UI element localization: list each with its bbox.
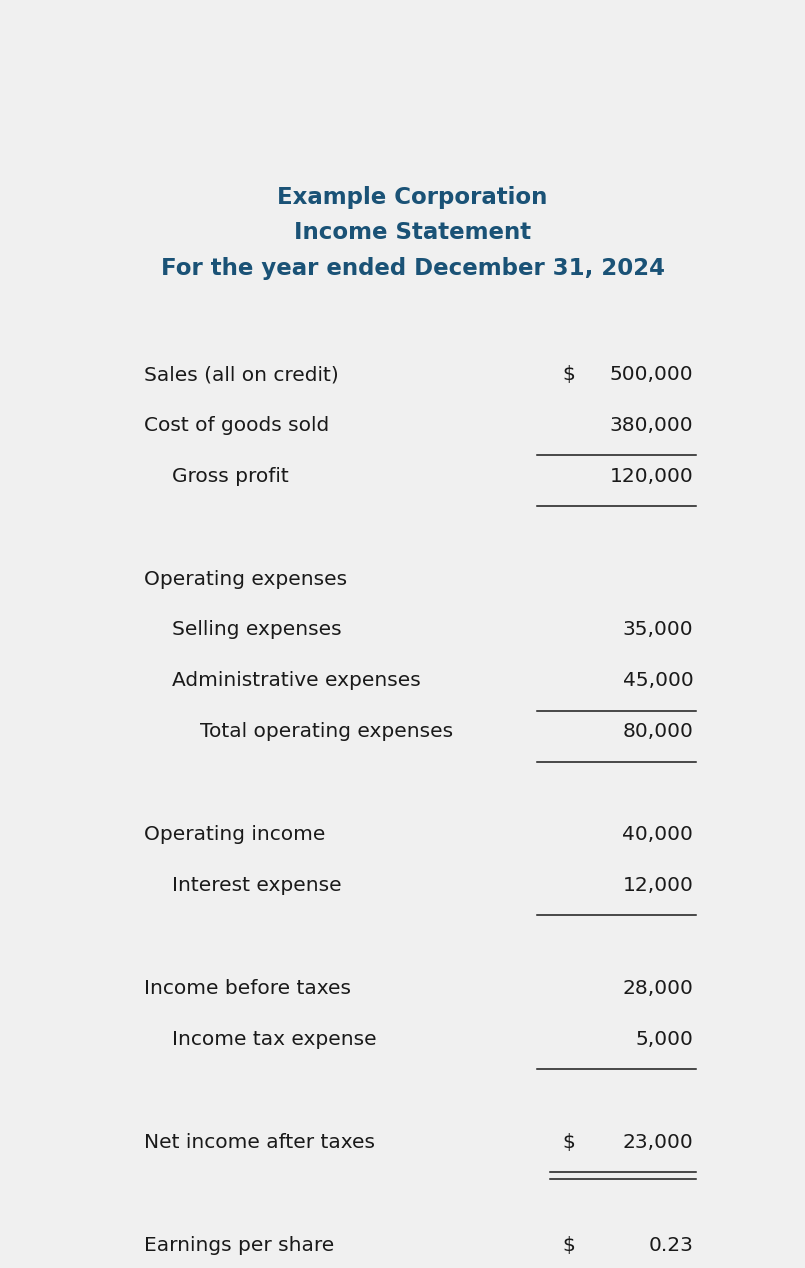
Text: 28,000: 28,000 [622, 979, 693, 998]
Text: Income tax expense: Income tax expense [172, 1030, 377, 1049]
Text: $: $ [563, 1236, 575, 1255]
Text: Operating income: Operating income [144, 825, 326, 844]
Text: 35,000: 35,000 [623, 620, 693, 639]
Text: 500,000: 500,000 [609, 365, 693, 384]
Text: 0.23: 0.23 [649, 1236, 693, 1255]
Text: Total operating expenses: Total operating expenses [200, 721, 453, 741]
Text: Example Corporation: Example Corporation [278, 186, 547, 209]
Text: Selling expenses: Selling expenses [172, 620, 342, 639]
Text: For the year ended December 31, 2024: For the year ended December 31, 2024 [160, 256, 665, 280]
Text: Cost of goods sold: Cost of goods sold [144, 416, 329, 435]
Text: 5,000: 5,000 [635, 1030, 693, 1049]
Text: Income before taxes: Income before taxes [144, 979, 351, 998]
Text: 12,000: 12,000 [622, 876, 693, 895]
Text: 120,000: 120,000 [609, 467, 693, 486]
Text: $: $ [563, 365, 575, 384]
Text: $: $ [563, 1132, 575, 1151]
Text: 23,000: 23,000 [622, 1132, 693, 1151]
Text: Net income after taxes: Net income after taxes [144, 1132, 375, 1151]
Text: Income Statement: Income Statement [294, 222, 531, 245]
Text: Interest expense: Interest expense [172, 876, 342, 895]
Text: 40,000: 40,000 [622, 825, 693, 844]
Text: Operating expenses: Operating expenses [144, 569, 348, 588]
Text: Earnings per share: Earnings per share [144, 1236, 335, 1255]
Text: Sales (all on credit): Sales (all on credit) [144, 365, 339, 384]
Text: 380,000: 380,000 [609, 416, 693, 435]
Text: 80,000: 80,000 [622, 721, 693, 741]
Text: Administrative expenses: Administrative expenses [172, 671, 421, 690]
Text: 45,000: 45,000 [622, 671, 693, 690]
Text: Gross profit: Gross profit [172, 467, 289, 486]
